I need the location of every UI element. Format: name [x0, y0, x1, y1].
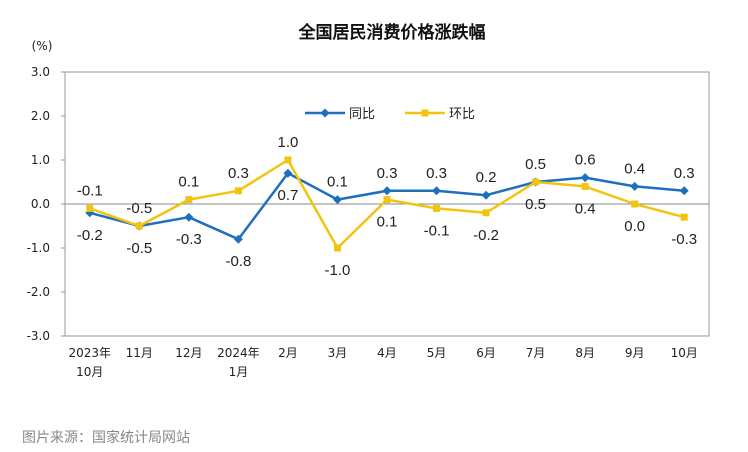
- data-point-mom: [532, 178, 540, 186]
- legend-label: 环比: [449, 107, 475, 122]
- data-point-mom: [383, 196, 391, 204]
- data-label-mom: 0.0: [624, 218, 645, 235]
- data-point-mom: [234, 187, 242, 195]
- data-point-yoy: [481, 190, 491, 200]
- x-tick-label: 9月: [625, 346, 645, 360]
- data-point-mom: [680, 213, 688, 221]
- data-label-yoy: -0.3: [176, 231, 202, 248]
- data-point-mom: [284, 156, 292, 164]
- legend: 同比 环比: [305, 107, 475, 122]
- x-tick-label: 11月: [126, 346, 153, 360]
- data-label-yoy: 0.6: [575, 152, 596, 169]
- data-point-mom: [185, 196, 193, 204]
- data-label-yoy: 0.7: [277, 187, 298, 204]
- data-label-mom: 0.1: [178, 174, 199, 191]
- data-label-yoy: 0.3: [674, 165, 695, 182]
- data-point-mom: [333, 244, 341, 252]
- data-label-yoy: -0.5: [126, 240, 152, 257]
- x-tick-label: 10月: [76, 365, 103, 379]
- data-label-yoy: 0.3: [426, 165, 447, 182]
- data-label-yoy: 0.4: [624, 160, 645, 177]
- y-tick-label: -1.0: [27, 241, 50, 255]
- x-axis-ticks: 2023年 10月 11月 12月 2024年 1月 2月 3月 4月 5月 6月 7月 8月 9月 10月: [68, 346, 697, 379]
- data-point-mom: [135, 222, 143, 230]
- data-point-yoy: [630, 181, 640, 191]
- x-tick-label: 2024年: [217, 346, 260, 360]
- data-point-yoy: [283, 168, 293, 178]
- x-tick-label: 7月: [526, 346, 546, 360]
- y-tick-label: 1.0: [31, 153, 50, 167]
- data-point-yoy: [580, 173, 590, 183]
- data-label-yoy: -0.2: [77, 227, 103, 244]
- y-tick-label: -2.0: [27, 285, 50, 299]
- data-point-yoy: [679, 186, 689, 196]
- data-label-mom: -1.0: [325, 262, 351, 279]
- x-tick-label: 6月: [476, 346, 496, 360]
- x-tick-label: 1月: [229, 365, 249, 379]
- data-label-yoy: 0.3: [377, 165, 398, 182]
- legend-label: 同比: [349, 107, 375, 122]
- data-point-yoy: [382, 186, 392, 196]
- y-axis-unit: (%): [32, 39, 53, 53]
- data-point-yoy: [332, 195, 342, 205]
- y-tick-label: 0.0: [31, 197, 50, 211]
- data-point-yoy: [184, 212, 194, 222]
- data-label-yoy: -0.8: [225, 253, 251, 270]
- x-tick-label: 3月: [328, 346, 348, 360]
- data-label-mom: -0.1: [77, 182, 103, 199]
- data-point-yoy: [233, 234, 243, 244]
- data-label-mom: 0.3: [228, 165, 249, 182]
- data-label-mom: 1.0: [277, 134, 298, 151]
- x-tick-label: 8月: [575, 346, 595, 360]
- legend-marker: [421, 109, 429, 117]
- chart-title: 全国居民消费价格涨跌幅: [298, 22, 486, 43]
- data-label-mom: -0.2: [473, 227, 499, 244]
- data-label-yoy: 0.2: [476, 169, 497, 186]
- source-caption: 图片来源：国家统计局网站: [22, 430, 190, 446]
- data-label-mom: 0.4: [575, 200, 596, 217]
- data-label-yoy: 0.5: [525, 196, 546, 213]
- data-point-mom: [631, 200, 639, 208]
- legend-marker: [320, 108, 330, 118]
- data-label-mom: -0.3: [671, 231, 697, 248]
- data-point-yoy: [432, 186, 442, 196]
- data-point-mom: [482, 209, 490, 217]
- data-point-mom: [581, 182, 589, 190]
- data-label-mom: -0.5: [126, 200, 152, 217]
- x-tick-label: 2023年: [68, 346, 111, 360]
- y-tick-label: 3.0: [31, 65, 50, 79]
- x-tick-label: 10月: [671, 346, 698, 360]
- data-labels: -0.2 -0.1 -0.5 -0.5 -0.3 0.1 -0.8 0.3 0.7 1.0 0.1 -…: [77, 134, 697, 279]
- data-label-yoy: 0.1: [327, 174, 348, 191]
- series-group: [85, 156, 689, 252]
- x-tick-label: 5月: [427, 346, 447, 360]
- x-tick-label: 4月: [377, 346, 397, 360]
- data-label-mom: 0.1: [377, 214, 398, 231]
- x-tick-label: 12月: [175, 346, 202, 360]
- y-tick-label: -3.0: [27, 329, 50, 343]
- data-label-mom: -0.1: [424, 222, 450, 239]
- data-point-mom: [86, 204, 94, 212]
- y-tick-label: 2.0: [31, 109, 50, 123]
- data-label-mom: 0.5: [525, 156, 546, 173]
- y-axis-ticks: 3.0 2.0 1.0 0.0 -1.0 -2.0 -3.0: [27, 65, 65, 343]
- cpi-chart: 全国居民消费价格涨跌幅 (%) 3.0 2.0 1.0 0.0 -1.0 -2.0 -3.0…: [27, 22, 710, 379]
- data-point-mom: [433, 204, 441, 212]
- x-tick-label: 2月: [278, 346, 298, 360]
